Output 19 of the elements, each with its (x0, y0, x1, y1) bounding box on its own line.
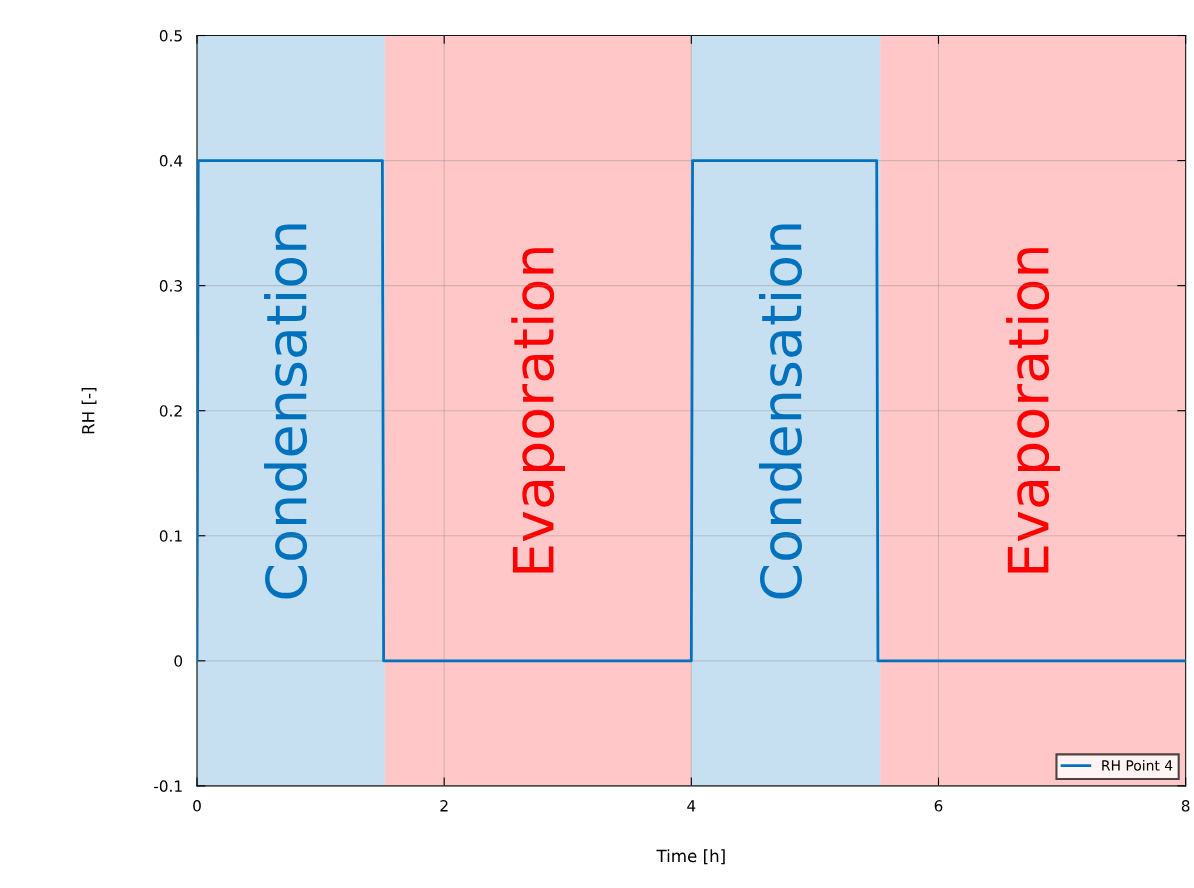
y-tick-label: 0.1 (159, 530, 182, 542)
y-axis-title: RH [-] (81, 387, 97, 434)
y-tick-label: -0.1 (154, 780, 182, 792)
band-label: Evaporation (511, 248, 565, 573)
y-tick-label: 0.2 (159, 405, 182, 417)
x-tick-label: 4 (687, 800, 696, 812)
y-tick-label: 0.4 (159, 155, 183, 167)
x-tick-label: 0 (193, 800, 201, 812)
x-tick-label: 8 (1181, 800, 1190, 812)
x-tick-label: 2 (440, 800, 448, 812)
y-tick-label: 0 (174, 655, 183, 667)
y-tick-label: 0.5 (159, 29, 182, 42)
band-label: Condensation (264, 224, 308, 599)
y-tick-label: 0.3 (159, 280, 182, 292)
band-label: Evaporation (1006, 248, 1060, 573)
x-axis-title: Time [h] (656, 849, 725, 865)
legend-label: RH Point 4 (1102, 759, 1173, 771)
band-label: Condensation (758, 224, 802, 599)
x-tick-label: 6 (934, 800, 943, 812)
